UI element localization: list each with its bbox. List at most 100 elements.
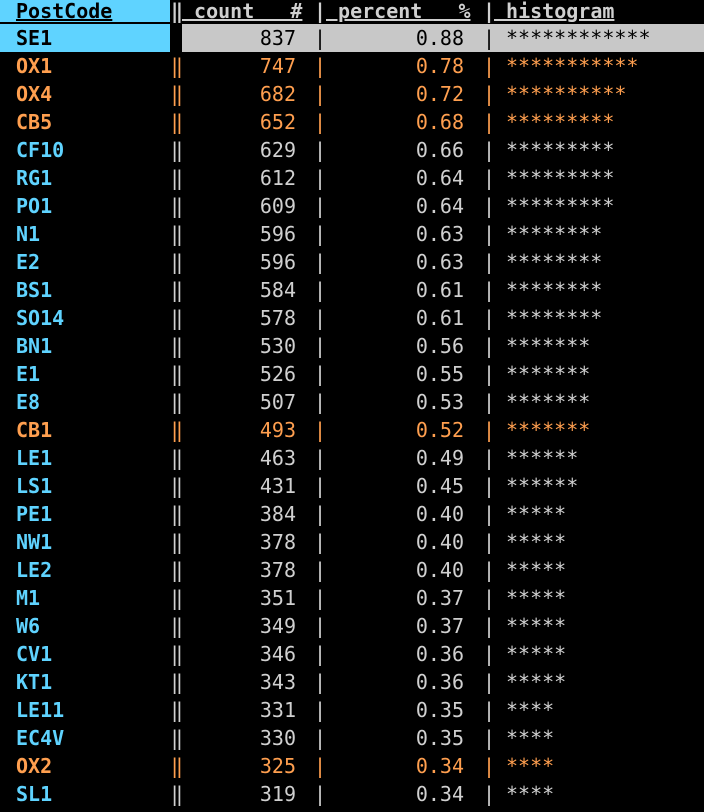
postcode-cell: E1: [16, 362, 41, 386]
table-row[interactable]: OX2 ‖ 325 | 0.34 | ****: [0, 752, 704, 780]
table-row[interactable]: N1 ‖ 596 | 0.63 | ********: [0, 220, 704, 248]
column-separator: |: [483, 530, 496, 554]
table-row[interactable]: CF10 ‖ 629 | 0.66 | *********: [0, 136, 704, 164]
column-separator: ‖: [171, 278, 184, 302]
table-row[interactable]: RG1 ‖ 612 | 0.64 | *********: [0, 164, 704, 192]
percent-cell: 0.63: [415, 250, 464, 274]
column-separator: ‖: [171, 754, 184, 778]
postcode-cell: SE1: [16, 26, 53, 50]
histogram-cell: *****: [506, 586, 567, 610]
column-separator: |: [314, 698, 327, 722]
column-separator: ‖: [171, 698, 184, 722]
postcode-cell: E2: [16, 250, 41, 274]
table-row[interactable]: W6 ‖ 349 | 0.37 | *****: [0, 612, 704, 640]
postcode-cell: NW1: [16, 530, 53, 554]
table-row[interactable]: PE1 ‖ 384 | 0.40 | *****: [0, 500, 704, 528]
table-row[interactable]: E1 ‖ 526 | 0.55 | *******: [0, 360, 704, 388]
histogram-cell: *********: [506, 166, 615, 190]
count-cell: 378: [259, 530, 296, 554]
column-separator: |: [314, 194, 327, 218]
count-cell: 319: [259, 782, 296, 806]
table-row[interactable]: SL1 ‖ 319 | 0.34 | ****: [0, 780, 704, 808]
count-cell: 596: [259, 222, 296, 246]
column-separator: |: [483, 446, 496, 470]
histogram-cell: ********: [506, 306, 603, 330]
column-separator: ‖: [171, 670, 184, 694]
table-row[interactable]: SO14 ‖ 578 | 0.61 | ********: [0, 304, 704, 332]
header-percent[interactable]: percent %: [326, 0, 471, 23]
table-row[interactable]: NW1 ‖ 378 | 0.40 | *****: [0, 528, 704, 556]
column-separator: ‖: [171, 782, 184, 806]
histogram-cell: *********: [506, 110, 615, 134]
table-row[interactable]: M1 ‖ 351 | 0.37 | *****: [0, 584, 704, 612]
column-separator: ‖: [171, 194, 184, 218]
column-separator: |: [314, 82, 327, 106]
count-cell: 682: [259, 82, 296, 106]
table-row[interactable]: CV1 ‖ 346 | 0.36 | *****: [0, 640, 704, 668]
table-row[interactable]: EC4V ‖ 330 | 0.35 | ****: [0, 724, 704, 752]
table-row[interactable]: OX1 ‖ 747 | 0.78 | ***********: [0, 52, 704, 80]
table-row[interactable]: CB1 ‖ 493 | 0.52 | *******: [0, 416, 704, 444]
column-separator: |: [483, 642, 496, 666]
postcode-cell: PO1: [16, 194, 53, 218]
column-separator: |: [314, 530, 327, 554]
histogram-cell: ******: [506, 474, 579, 498]
postcode-cell: LE11: [16, 698, 65, 722]
column-separator: |: [483, 110, 496, 134]
histogram-cell: *******: [506, 362, 591, 386]
column-separator: |: [483, 670, 496, 694]
histogram-cell: *****: [506, 614, 567, 638]
table-row[interactable]: PO1 ‖ 609 | 0.64 | *********: [0, 192, 704, 220]
column-separator: ‖: [171, 222, 184, 246]
column-separator: |: [483, 334, 496, 358]
table-row[interactable]: LS1 ‖ 431 | 0.45 | ******: [0, 472, 704, 500]
table-row[interactable]: SE1 ‖ 837 | 0.88 | ************: [0, 24, 704, 52]
column-separator: |: [314, 334, 327, 358]
postcode-cell: SO14: [16, 306, 65, 330]
percent-cell: 0.34: [415, 754, 464, 778]
postcode-cell: W6: [16, 614, 41, 638]
column-separator: |: [314, 110, 327, 134]
percent-cell: 0.78: [415, 54, 464, 78]
table-row[interactable]: OX4 ‖ 682 | 0.72 | **********: [0, 80, 704, 108]
count-cell: 346: [259, 642, 296, 666]
table-row[interactable]: BS1 ‖ 584 | 0.61 | ********: [0, 276, 704, 304]
percent-cell: 0.34: [415, 782, 464, 806]
column-separator: |: [314, 390, 327, 414]
column-separator: ‖: [171, 166, 184, 190]
column-separator: ‖: [171, 614, 184, 638]
table-row[interactable]: LE1 ‖ 463 | 0.49 | ******: [0, 444, 704, 472]
header-count[interactable]: count #: [182, 0, 303, 23]
percent-cell: 0.35: [415, 726, 464, 750]
count-cell: 330: [259, 726, 296, 750]
column-separator: |: [483, 278, 496, 302]
row-selection-highlight: [0, 24, 170, 52]
table-row[interactable]: LE11 ‖ 331 | 0.35 | ****: [0, 696, 704, 724]
percent-cell: 0.40: [415, 502, 464, 526]
count-cell: 652: [259, 110, 296, 134]
table-row[interactable]: LE2 ‖ 378 | 0.40 | *****: [0, 556, 704, 584]
column-separator: |: [483, 390, 496, 414]
column-separator: |: [483, 474, 496, 498]
column-separator: |: [314, 670, 327, 694]
histogram-cell: ********: [506, 222, 603, 246]
table-row[interactable]: E2 ‖ 596 | 0.63 | ********: [0, 248, 704, 276]
column-separator: |: [483, 250, 496, 274]
column-separator: |: [314, 558, 327, 582]
postcode-cell: CV1: [16, 642, 53, 666]
count-cell: 526: [259, 362, 296, 386]
column-separator: |: [314, 418, 327, 442]
table-row[interactable]: E8 ‖ 507 | 0.53 | *******: [0, 388, 704, 416]
percent-cell: 0.63: [415, 222, 464, 246]
table-row[interactable]: BN1 ‖ 530 | 0.56 | *******: [0, 332, 704, 360]
histogram-cell: ***********: [506, 54, 639, 78]
table-row[interactable]: KT1 ‖ 343 | 0.36 | *****: [0, 668, 704, 696]
header-postcode[interactable]: PostCode: [16, 0, 113, 23]
table-row[interactable]: CB5 ‖ 652 | 0.68 | *********: [0, 108, 704, 136]
percent-cell: 0.45: [415, 474, 464, 498]
header-histogram[interactable]: histogram: [494, 0, 615, 23]
column-separator: |: [483, 306, 496, 330]
column-separator: |: [314, 502, 327, 526]
column-separator: |: [314, 250, 327, 274]
column-separator: ‖: [171, 502, 184, 526]
